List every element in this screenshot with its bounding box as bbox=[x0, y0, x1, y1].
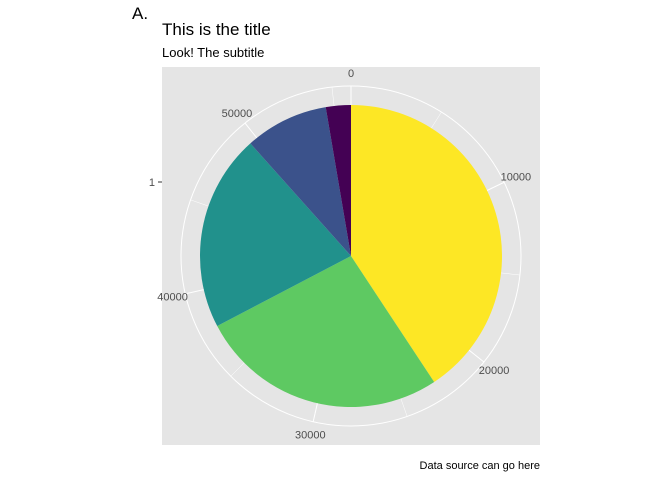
y-axis: 1 bbox=[149, 177, 162, 189]
theta-tick-label-4: 40000 bbox=[157, 292, 188, 304]
theta-tick-label-5: 50000 bbox=[222, 108, 253, 120]
chart-subtitle: Look! The subtitle bbox=[162, 45, 265, 60]
panel-tag: A. bbox=[132, 4, 149, 23]
pie-slices bbox=[200, 105, 502, 407]
y-axis-tick-label: 1 bbox=[149, 177, 155, 189]
theta-tick-labels: 0 10000 20000 30000 40000 50000 bbox=[157, 68, 531, 441]
theta-tick-label-1: 10000 bbox=[501, 172, 532, 184]
chart-title: This is the title bbox=[162, 20, 271, 39]
pie-slice-4 bbox=[325, 105, 351, 256]
pie-slice-2 bbox=[200, 143, 351, 327]
chart-caption: Data source can go here bbox=[419, 460, 540, 472]
pie-slice-1 bbox=[217, 256, 435, 407]
pie-slice-3 bbox=[250, 107, 351, 256]
theta-tick-label-0: 0 bbox=[348, 68, 354, 80]
pie-slice-0 bbox=[351, 105, 502, 383]
theta-tick-label-2: 20000 bbox=[479, 365, 510, 377]
theta-tick-label-3: 30000 bbox=[295, 429, 326, 441]
